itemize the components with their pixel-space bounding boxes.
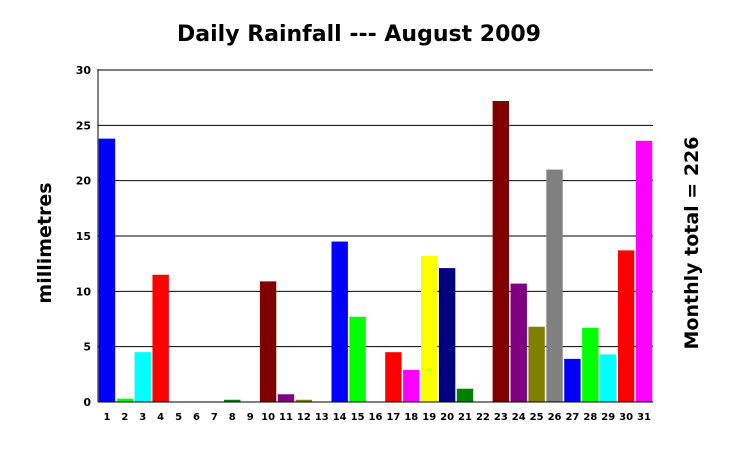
bar-day-21 bbox=[456, 388, 474, 402]
bar-day-20 bbox=[438, 268, 456, 402]
x-tick-label: 4 bbox=[157, 412, 164, 423]
x-tick-label: 15 bbox=[351, 412, 365, 423]
x-tick-label: 11 bbox=[279, 412, 293, 423]
bar-day-23 bbox=[492, 100, 510, 402]
bar-day-1 bbox=[98, 138, 116, 402]
y-axis-label: millimetres bbox=[34, 182, 56, 303]
x-tick-label: 6 bbox=[193, 412, 200, 423]
bar-day-15 bbox=[349, 316, 366, 402]
y-tick-label: 10 bbox=[76, 285, 92, 298]
bar-day-3 bbox=[134, 352, 151, 402]
x-tick-label: 13 bbox=[315, 412, 329, 423]
x-tick-label: 2 bbox=[121, 412, 128, 423]
x-tick-label: 29 bbox=[601, 412, 615, 423]
x-tick-label: 23 bbox=[494, 412, 508, 423]
gridlines bbox=[98, 69, 653, 348]
x-tick-label: 1 bbox=[103, 412, 110, 423]
x-tick-label: 20 bbox=[440, 412, 454, 423]
bar-day-28 bbox=[582, 327, 599, 402]
bar-day-14 bbox=[331, 241, 348, 402]
x-tick-label: 18 bbox=[404, 412, 418, 423]
bar-day-19 bbox=[421, 255, 438, 402]
axes bbox=[97, 69, 653, 403]
y-tick-label: 30 bbox=[76, 64, 92, 77]
bar-day-30 bbox=[617, 250, 635, 402]
x-tick-label: 7 bbox=[211, 412, 218, 423]
bar-day-26 bbox=[546, 169, 563, 402]
x-tick-label: 14 bbox=[333, 412, 347, 423]
bar-day-18 bbox=[403, 369, 420, 402]
bar-day-11 bbox=[277, 394, 295, 402]
bar-day-29 bbox=[600, 354, 617, 402]
x-tick-label: 9 bbox=[247, 412, 254, 423]
x-tick-labels: 1 2 3 4 5 6 7 8 9 10 11 12 13 14 15 16 17 18 19 20 21 22 23 24 2… bbox=[103, 412, 651, 423]
y-tick-label: 15 bbox=[76, 230, 91, 243]
bar-day-24 bbox=[510, 283, 527, 402]
bar-day-8 bbox=[224, 399, 241, 402]
x-tick-label: 25 bbox=[530, 412, 544, 423]
bar-day-31 bbox=[635, 140, 653, 402]
chart-title: Daily Rainfall --- August 2009 bbox=[177, 22, 541, 47]
x-tick-label: 21 bbox=[458, 412, 472, 423]
x-tick-label: 30 bbox=[619, 412, 633, 423]
y-tick-label: 5 bbox=[83, 341, 91, 354]
x-tick-label: 10 bbox=[261, 412, 275, 423]
y-tick-label: 20 bbox=[76, 175, 92, 188]
bar-day-4 bbox=[152, 274, 169, 402]
bar-day-25 bbox=[528, 326, 545, 402]
x-tick-label: 12 bbox=[297, 412, 311, 423]
bar-day-27 bbox=[564, 358, 581, 402]
y-tick-label: 0 bbox=[83, 396, 91, 409]
y-tick-labels: 0 5 10 15 20 25 30 bbox=[76, 64, 92, 409]
y-tick-label: 25 bbox=[76, 119, 91, 132]
x-tick-label: 5 bbox=[175, 412, 182, 423]
x-tick-label: 26 bbox=[548, 412, 562, 423]
bars bbox=[98, 100, 653, 402]
x-tick-label: 16 bbox=[369, 412, 383, 423]
x-tick-label: 24 bbox=[512, 412, 526, 423]
x-tick-label: 17 bbox=[386, 412, 400, 423]
bar-day-17 bbox=[385, 352, 402, 402]
bar-day-2 bbox=[116, 398, 134, 402]
x-tick-label: 22 bbox=[476, 412, 490, 423]
x-tick-label: 28 bbox=[583, 412, 597, 423]
x-tick-label: 19 bbox=[422, 412, 436, 423]
x-tick-label: 8 bbox=[229, 412, 236, 423]
x-tick-label: 31 bbox=[637, 412, 651, 423]
x-tick-label: 3 bbox=[139, 412, 146, 423]
bar-day-10 bbox=[259, 281, 277, 402]
monthly-total-annotation: Monthly total = 226 bbox=[681, 137, 703, 350]
bar-day-12 bbox=[295, 399, 313, 402]
x-tick-label: 27 bbox=[565, 412, 579, 423]
